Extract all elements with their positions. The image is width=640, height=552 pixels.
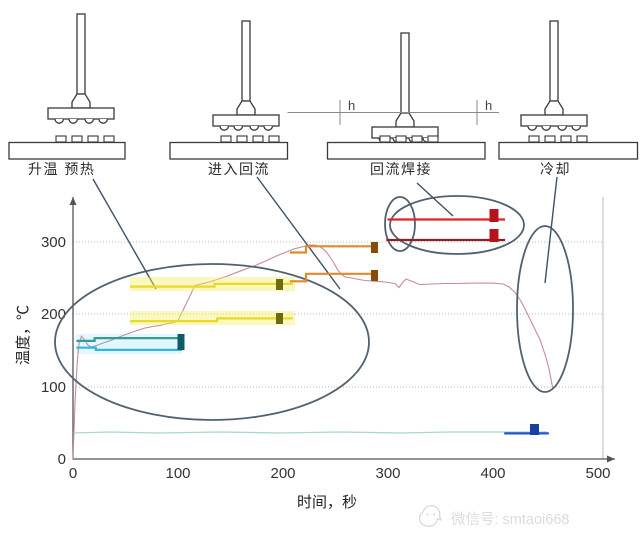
svg-text:时间，秒: 时间，秒 — [297, 494, 357, 511]
svg-text:400: 400 — [480, 465, 505, 482]
svg-text:微信号: smtaoi668: 微信号: smtaoi668 — [451, 511, 569, 528]
svg-text:300: 300 — [41, 234, 66, 251]
svg-text:200: 200 — [41, 306, 66, 323]
svg-text:100: 100 — [165, 465, 190, 482]
svg-text:100: 100 — [41, 379, 66, 396]
svg-text:300: 300 — [375, 465, 400, 482]
svg-text:500: 500 — [585, 465, 610, 482]
svg-text:0: 0 — [69, 465, 77, 482]
svg-text:温度，℃: 温度，℃ — [15, 305, 32, 365]
svg-text:200: 200 — [270, 465, 295, 482]
svg-text:0: 0 — [58, 451, 66, 468]
